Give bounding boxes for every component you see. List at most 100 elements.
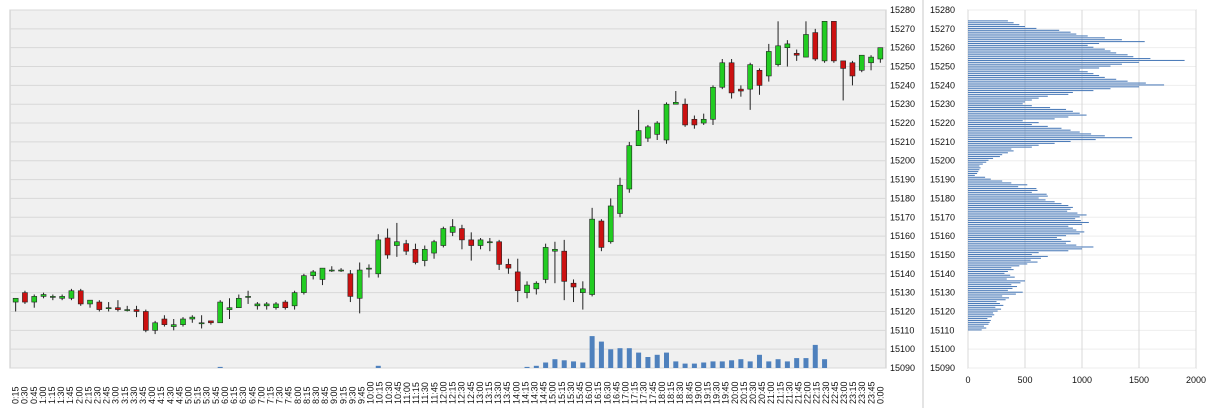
profile-bar [968, 270, 1008, 272]
x-tick-label: 23:45 [866, 381, 876, 404]
candle-body [235, 297, 242, 309]
candle-plot-area [9, 9, 887, 369]
profile-bar [968, 203, 1062, 205]
volume-bar [756, 354, 762, 368]
profile-bar [968, 235, 1067, 237]
x-tick-label: 13:15 [484, 381, 494, 404]
x-tick-label: 5:30 [202, 386, 212, 404]
candle-body [366, 267, 372, 270]
profile-bar [968, 214, 1087, 216]
x-tick-label: 4:15 [156, 386, 166, 404]
profile-bar [968, 118, 1055, 120]
candle-body [319, 267, 326, 280]
volume-bar [719, 361, 725, 368]
x-tick-label: 0:45 [29, 386, 39, 404]
candle-body [663, 103, 670, 141]
profile-bar [968, 29, 1060, 31]
candle-body [765, 51, 772, 77]
profile-bar [968, 110, 1073, 112]
main-y-tick-label: 15120 [890, 306, 915, 316]
candle-body [756, 69, 763, 86]
profile-bar [968, 259, 1031, 261]
x-tick-label: 23:15 [848, 381, 858, 404]
profile-bar [968, 201, 1055, 203]
x-tick-label: 8:30 [311, 386, 321, 404]
profile-bar [968, 82, 1146, 84]
volume-bar [561, 360, 567, 368]
candle-body [12, 297, 19, 303]
volume-bar [571, 361, 577, 368]
x-tick-label: 3:00 [111, 386, 121, 404]
candle-body [170, 324, 177, 327]
volume-bar [645, 357, 651, 368]
profile-bar [968, 221, 1089, 224]
profile-bar [968, 114, 1087, 116]
candle-body [273, 303, 279, 309]
profile-bar [968, 197, 1039, 199]
profile-bar [968, 180, 1003, 182]
candle-body [691, 118, 698, 126]
profile-bar [968, 220, 1081, 222]
profile-y-tick-label: 15250 [930, 62, 955, 72]
x-tick-label: 16:30 [602, 381, 612, 404]
profile-bar [968, 93, 1069, 95]
x-tick-label: 0:15 [11, 386, 21, 404]
profile-bar [968, 227, 1073, 229]
profile-bar [968, 78, 1117, 80]
candle-body [347, 273, 354, 297]
x-tick-label: 16:45 [611, 381, 621, 404]
profile-y-axis: 15280 15270 15260 15250 15240 15230 15220 15210… [930, 5, 955, 373]
candle-body [617, 184, 623, 214]
volume-bar [543, 362, 549, 368]
x-tick-label: 19:45 [721, 381, 731, 404]
profile-bar [968, 325, 984, 327]
profile-bar [968, 223, 1082, 225]
profile-y-tick-label: 15140 [930, 269, 955, 279]
profile-bar [968, 148, 1012, 150]
x-tick-label: 14:15 [520, 381, 530, 404]
profile-bar [968, 280, 1025, 282]
candle-body [877, 47, 884, 60]
profile-bar [968, 140, 1071, 142]
x-tick-label: 5:45 [211, 386, 221, 404]
profile-y-tick-label: 15210 [930, 137, 955, 147]
candle-body [338, 269, 344, 272]
profile-y-tick-label: 15150 [930, 250, 955, 260]
profile-y-tick-label: 15260 [930, 43, 955, 53]
profile-bar [968, 255, 1048, 257]
candle-body [635, 130, 642, 146]
candle-body [840, 60, 846, 69]
profile-bar [968, 112, 1080, 114]
profile-bar [968, 193, 1047, 195]
profile-bar [968, 105, 1032, 107]
main-y-tick-label: 15230 [890, 99, 915, 109]
profile-bar [968, 20, 1008, 22]
x-tick-label: 2:30 [92, 386, 102, 404]
profile-bar [968, 237, 1057, 239]
profile-y-tick-label: 15130 [930, 288, 955, 298]
candle-body [40, 294, 47, 297]
profile-bar [968, 75, 1100, 77]
profile-bar [968, 80, 1128, 82]
profile-bar [968, 176, 986, 178]
candle-body [412, 248, 419, 263]
candle-body [654, 122, 661, 135]
x-tick-label: 1:30 [56, 386, 66, 404]
candle-body [68, 290, 75, 299]
x-tick-label: 17:30 [639, 381, 649, 404]
profile-bar [968, 133, 1092, 135]
candle-body [645, 126, 651, 139]
profile-y-tick-label: 15270 [930, 24, 955, 34]
candle-body [133, 309, 140, 312]
volume-bars [217, 336, 828, 368]
profile-bar [968, 252, 1039, 254]
profile-y-tick-label: 15220 [930, 118, 955, 128]
x-tick-label: 22:30 [821, 381, 831, 404]
profile-bar [968, 48, 1105, 50]
profile-bar [968, 195, 1048, 197]
x-tick-label: 2:45 [102, 386, 112, 404]
profile-bar [968, 269, 1014, 271]
candle-body [598, 220, 605, 248]
profile-bar [968, 218, 1076, 220]
profile-bar [968, 41, 1145, 43]
